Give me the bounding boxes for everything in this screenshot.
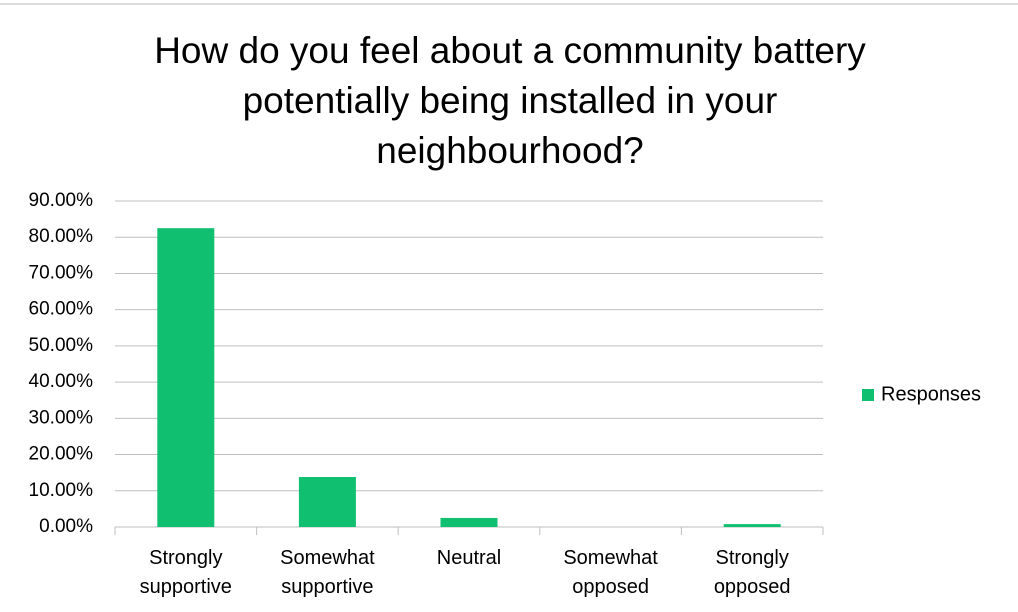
y-tick-label: 80.00% xyxy=(29,226,94,247)
x-tick-label: Strongly opposed xyxy=(713,547,791,598)
legend-label: Responses xyxy=(881,383,981,405)
y-tick-label: 10.00% xyxy=(29,480,94,501)
y-tick-label: 40.00% xyxy=(29,371,94,392)
y-tick-label: 70.00% xyxy=(29,262,94,283)
x-tick-label: Somewhat opposed xyxy=(563,547,658,598)
bar xyxy=(157,228,215,527)
y-tick-label: 30.00% xyxy=(29,407,94,428)
y-tick-label: 50.00% xyxy=(29,335,94,356)
y-tick-label: 0.00% xyxy=(39,516,93,537)
bar xyxy=(298,477,356,527)
chart-title: How do you feel about a community batter… xyxy=(154,30,866,171)
x-tick-label: Strongly supportive xyxy=(139,547,232,598)
x-tick-label: Somewhat supportive xyxy=(280,547,375,598)
y-tick-label: 90.00% xyxy=(29,190,94,211)
y-tick-label: 60.00% xyxy=(29,299,94,320)
bar xyxy=(723,524,781,527)
y-tick-label: 20.00% xyxy=(29,444,94,465)
bar xyxy=(440,517,498,527)
legend-swatch xyxy=(862,389,874,401)
x-tick-label: Neutral xyxy=(436,547,502,569)
